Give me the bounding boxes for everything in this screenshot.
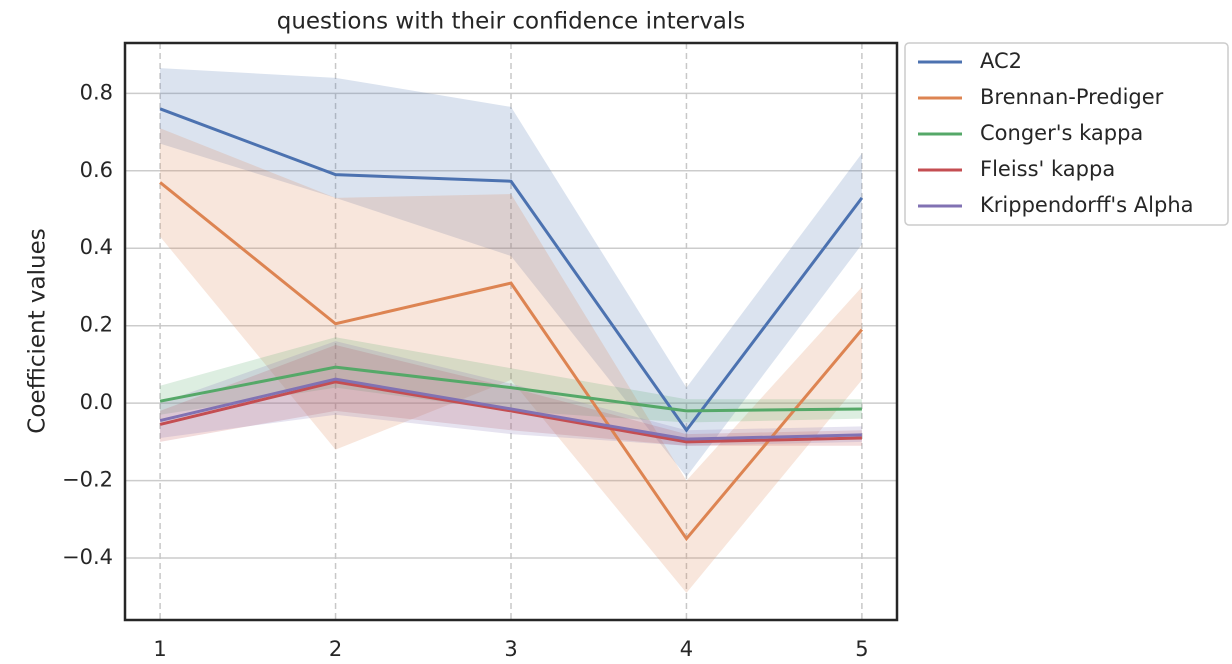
plot-frame: [123, 41, 899, 622]
chart-title: questions with their confidence interval…: [277, 9, 746, 35]
y-axis-label: Coefficient values: [25, 228, 51, 433]
x-tick-label: 2: [329, 637, 342, 661]
confidence-band: [160, 345, 862, 446]
legend-frame: [904, 42, 1229, 226]
confidence-band: [160, 68, 862, 477]
x-tick-label: 4: [680, 637, 693, 661]
series-line: [159, 377, 862, 441]
y-tick-label: 0.8: [80, 80, 113, 104]
series-line: [159, 365, 862, 413]
y-tick-label: −0.4: [62, 545, 113, 569]
y-tick-label: 0.0: [80, 390, 113, 414]
x-tick-label: 5: [855, 637, 868, 661]
confidence-band: [160, 337, 862, 423]
y-tick-label: −0.2: [62, 468, 113, 492]
y-tick-label: 0.2: [80, 313, 113, 337]
series-line: [159, 181, 864, 542]
legend-label: Conger's kappa: [980, 121, 1143, 145]
legend: AC2 Brennan-Prediger Conger's kappa Fleiss'…: [904, 42, 1229, 226]
x-tick-label: 1: [153, 637, 166, 661]
legend-label: Fleiss' kappa: [980, 157, 1115, 181]
confidence-band: [160, 128, 862, 593]
y-tick-label: 0.4: [80, 235, 113, 259]
series-line: [159, 107, 864, 433]
x-tick-label: 3: [504, 637, 517, 661]
legend-label: AC2: [980, 49, 1022, 73]
y-tick-label: 0.6: [80, 158, 113, 182]
legend-label: Krippendorff's Alpha: [980, 193, 1194, 217]
legend-label: Brennan-Prediger: [980, 85, 1164, 109]
series-line: [159, 380, 862, 444]
